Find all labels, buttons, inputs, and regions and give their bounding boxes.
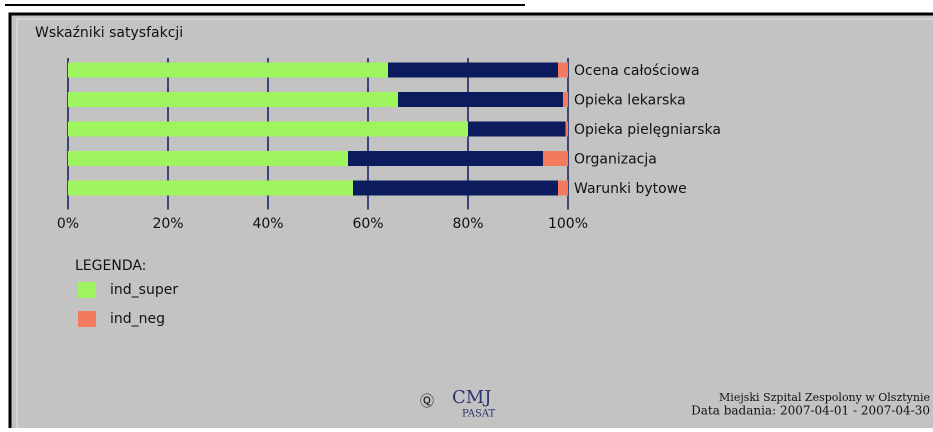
bar-segment xyxy=(558,180,568,196)
x-tick-label: 20% xyxy=(152,216,183,232)
bar-segment xyxy=(68,62,388,78)
bar-segment xyxy=(563,92,568,107)
bar-segment xyxy=(68,151,348,166)
category-label: Ocena całościowa xyxy=(574,63,700,79)
bar-segment xyxy=(558,62,568,78)
x-tick-label: 80% xyxy=(452,216,483,232)
category-label: Organizacja xyxy=(574,152,657,168)
x-tick-label: 40% xyxy=(252,216,283,232)
legend-label: ind_neg xyxy=(110,311,165,327)
logo: CMJ xyxy=(452,387,491,408)
bar-segment xyxy=(68,121,468,137)
bar-segment xyxy=(398,92,563,107)
category-label: Warunki bytowe xyxy=(574,181,687,197)
bar-segment xyxy=(565,121,568,137)
legend: ind_super ind_neg xyxy=(78,282,178,327)
footer-line: Miejski Szpital Zespolony w Olsztynie xyxy=(719,391,930,404)
panel-inner xyxy=(16,18,933,432)
x-tick-label: 60% xyxy=(352,216,383,232)
legend-label: ind_super xyxy=(110,282,178,298)
footer-line: Data badania: 2007-04-01 - 2007-04-30 xyxy=(691,404,930,418)
bar-segment xyxy=(68,92,398,107)
bars xyxy=(68,62,568,196)
legend-swatch xyxy=(78,311,96,327)
labels: 0% 20% 40% 60% 80% 100% Ocena całościowa Opieka… xyxy=(57,63,721,232)
bar-segment xyxy=(543,151,568,166)
legend-title: LEGENDA: xyxy=(75,258,146,274)
category-label: Opieka pielęgniarska xyxy=(574,122,721,138)
panel xyxy=(8,12,933,432)
bar-segment xyxy=(468,121,566,137)
bar-segment xyxy=(348,151,543,166)
logo-sub: PASAT xyxy=(462,409,496,420)
category-label: Opieka lekarska xyxy=(574,93,686,109)
bar-segment xyxy=(388,62,558,78)
bar-segment xyxy=(68,180,353,196)
chart-title: Wskaźniki satysfakcji xyxy=(35,25,183,41)
legend-swatch xyxy=(78,282,96,298)
x-tick-label: 0% xyxy=(57,216,79,232)
bar-segment xyxy=(353,180,558,196)
x-tick-label: 100% xyxy=(548,216,588,232)
logo-mark: Ⓠ xyxy=(420,394,434,410)
